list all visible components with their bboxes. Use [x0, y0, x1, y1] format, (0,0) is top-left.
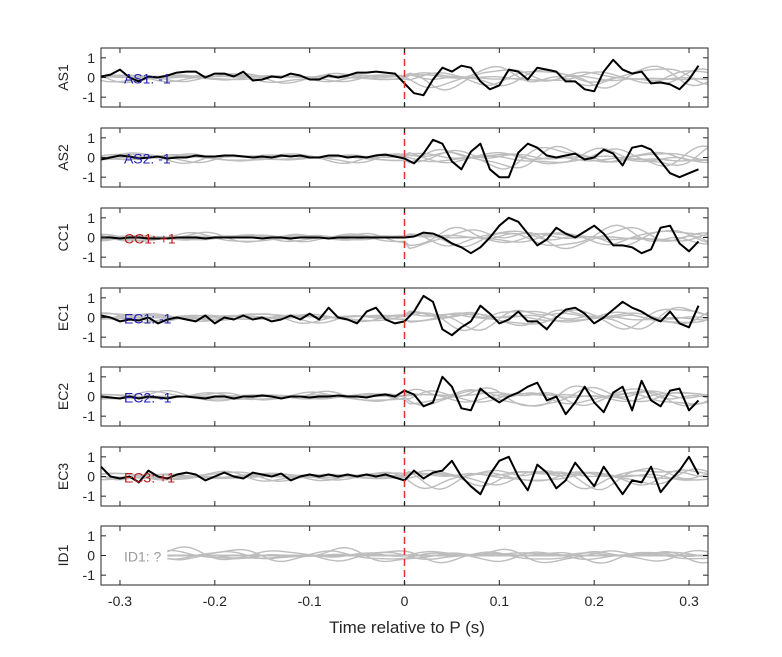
grey-trace: [167, 548, 708, 564]
y-tick-label: 0: [87, 230, 95, 246]
y-tick-label: -1: [83, 329, 96, 345]
signal-line: [101, 455, 700, 496]
signal-line: [101, 375, 700, 416]
grey-trace: [101, 390, 708, 407]
y-tick-label: 0: [87, 310, 95, 326]
panel-annotation: CC1: +1: [124, 231, 176, 247]
y-axis-label: EC3: [55, 463, 71, 490]
panel-as2: 1 0 -1 AS2 AS2: -1: [55, 127, 709, 188]
panel-annotation: AS2: -1: [124, 151, 171, 167]
signal-line: [101, 216, 700, 255]
y-tick-label: 0: [87, 548, 95, 564]
y-tick-label: -1: [83, 567, 96, 583]
y-axis-label: EC1: [55, 304, 71, 331]
panel-as1: 1 0 -1 AS1 AS1: -1: [55, 47, 709, 108]
y-tick-label: 0: [87, 70, 95, 86]
y-tick-label: 1: [87, 290, 95, 306]
signal-line: [101, 294, 700, 337]
y-tick-label: 1: [87, 210, 95, 226]
y-tick-label: 1: [87, 369, 95, 385]
panel-ec1: 1 0 -1 EC1 EC1: -1: [55, 287, 709, 348]
x-tick-label: 0.1: [490, 593, 510, 609]
y-tick-label: -1: [83, 89, 96, 105]
panel-annotation: ID1: ?: [124, 549, 162, 565]
panel-cc1: 1 0 -1 CC1 CC1: +1: [55, 207, 709, 268]
panel-ec3: 1 0 -1 EC3 EC3: +1: [55, 446, 709, 507]
x-tick-label: 0.2: [584, 593, 604, 609]
y-tick-label: 1: [87, 528, 95, 544]
y-tick-label: 1: [87, 130, 95, 146]
y-axis-label: AS1: [55, 64, 71, 91]
x-axis-label: Time relative to P (s): [329, 618, 485, 637]
x-tick-label: -0.1: [298, 593, 322, 609]
panel-plot-area: [101, 128, 708, 187]
x-tick-label: -0.3: [108, 593, 132, 609]
y-axis-label: EC2: [55, 383, 71, 410]
y-axis-label: ID1: [55, 544, 71, 566]
panel-plot-area: [101, 48, 708, 107]
x-tick-label: 0: [401, 593, 409, 609]
panel-annotation: EC3: +1: [124, 470, 175, 486]
panel-plot-area: [101, 208, 708, 267]
panel-annotation: AS1: -1: [124, 71, 171, 87]
y-axis-label: AS2: [55, 144, 71, 171]
panel-plot-area: [101, 447, 708, 506]
panel-ec2: 1 0 -1 EC2 EC2: -1: [55, 366, 709, 427]
y-tick-label: 1: [87, 449, 95, 465]
panel-id1: 1 0 -1 ID1 ID1: ?: [55, 525, 709, 586]
signal-line: [101, 138, 699, 179]
panel-plot-area: [101, 288, 708, 347]
y-tick-label: 0: [87, 150, 95, 166]
signal-line: [101, 58, 700, 97]
y-tick-label: 0: [87, 469, 95, 485]
grey-trace: [101, 468, 708, 486]
panel-annotation: EC1: -1: [124, 311, 172, 327]
x-tick-label: 0.3: [679, 593, 699, 609]
y-tick-label: -1: [83, 169, 96, 185]
panel-plot-area: [101, 367, 708, 426]
y-tick-label: -1: [83, 408, 96, 424]
grey-trace: [101, 312, 708, 323]
y-tick-label: -1: [83, 249, 96, 265]
y-axis-label: CC1: [55, 223, 71, 251]
y-tick-label: 0: [87, 389, 95, 405]
y-tick-label: -1: [83, 488, 96, 504]
x-tick-label: -0.2: [203, 593, 227, 609]
panel-plot-area: [167, 526, 708, 585]
panel-annotation: EC2: -1: [124, 390, 172, 406]
y-tick-label: 1: [87, 50, 95, 66]
